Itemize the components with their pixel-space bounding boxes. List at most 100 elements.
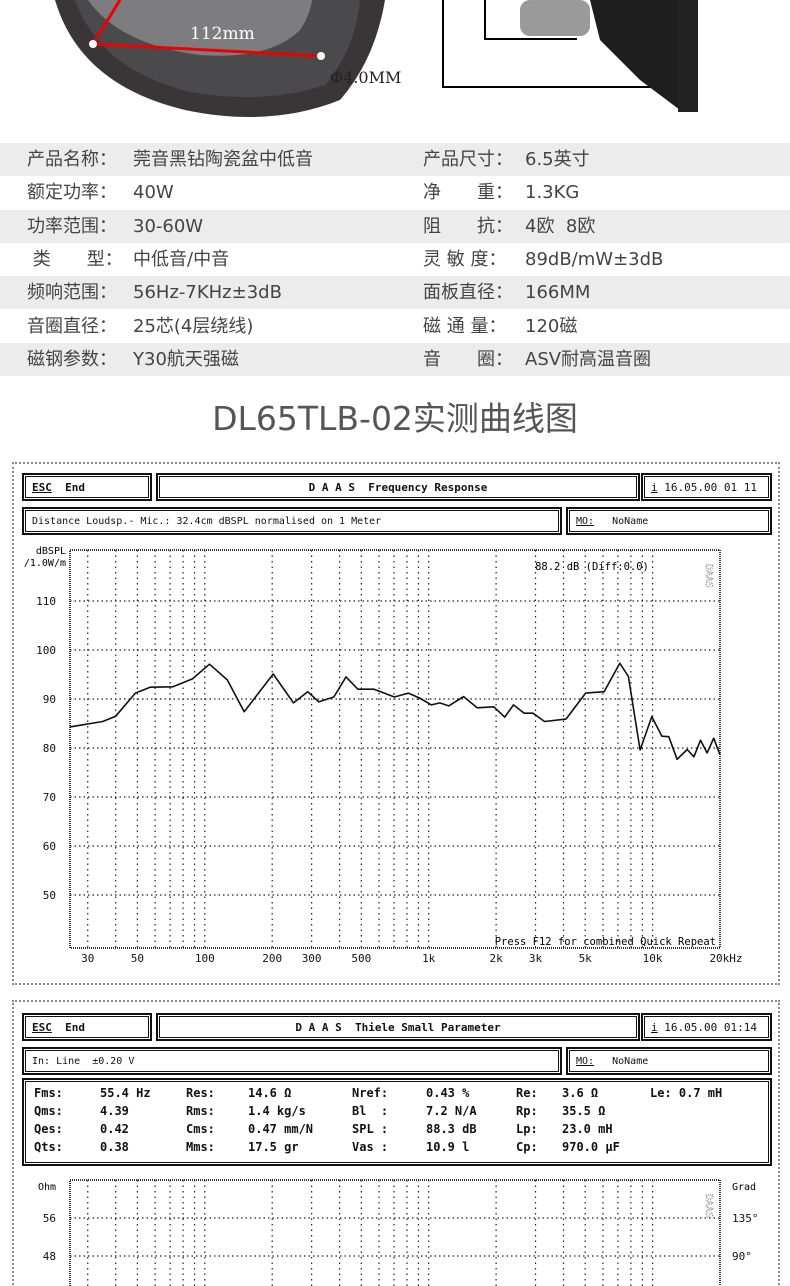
spec-left-value: Y30航天强磁 [133,348,239,370]
parameter-grid: Fms: 55.4 Hz Res: 14.6 Ω Nref: 0.43 % Re: 3.6 Ω… [34,1084,740,1156]
cone-diameter-label: 112mm [190,24,255,44]
y-tick-label: 50 [43,889,56,902]
ts-param-cell: Re: [516,1086,538,1100]
spec-left-label: 额定功率： [27,182,117,204]
x-tick-label: 1k [422,952,436,965]
spec-right-value: 120磁 [525,315,578,337]
spec-right-label: 音 圈： [423,348,513,370]
frequency-response-chart: 110 100 90 80 70 60 50 30 50 100 200 300 500 1k 2k 3k 5k… [24,546,743,965]
ts-param-cell: 35.5 Ω [562,1104,606,1118]
esc-key: ESC [32,1020,52,1034]
plot-frame [69,1179,721,1286]
ts-param-cell: 0.42 [100,1122,129,1136]
ts-param-cell: 0.38 [100,1140,129,1154]
x-tick-label: 5k [579,952,593,965]
y2-tick-label: 135° [732,1212,759,1225]
esc-end-button[interactable]: ESC End [22,473,152,501]
ts-param-cell: 0.47 mm/N [248,1122,314,1136]
frequency-response-window: ESC End D A A S Frequency Response i 16.… [12,462,780,985]
ts-param-cell: 88.3 dB [426,1122,477,1136]
datetime: 16.05.00 01 11 [664,480,757,494]
x-tick-label: 500 [351,952,371,965]
mo-value: NoName [612,515,649,527]
ts-param-cell: Vas : [352,1140,389,1154]
spec-right-value: 1.3KG [525,182,580,204]
spec-left-label: 功率范围： [27,215,117,237]
spec-left-value: 25芯(4层绕线) [133,315,254,337]
footer-hint: Press F12 for combined Quick Repeat [495,936,716,948]
daas-logo: DAAS [703,564,714,588]
y-tick-label: 60 [43,840,56,853]
ts-param-cell: Rms: [186,1104,215,1118]
datetime-box: i 16.05.00 01:14 [641,1013,772,1041]
ts-param-cell: 4.39 [100,1104,129,1118]
ts-param-cell: Cp: [516,1140,538,1154]
x-tick-label: 200 [262,952,282,965]
ts-param-cell: Cms: [186,1122,215,1136]
ts-param-cell: Rp: [516,1104,538,1118]
info-icon[interactable]: i [651,1020,658,1034]
y-tick-label: 56 [43,1212,56,1225]
ts-param-cell: Qts: [34,1140,63,1154]
spec-right-value: 6.5英寸 [525,149,590,170]
spec-left-label: 类 型： [27,248,123,270]
y-tick-label: 70 [43,791,56,804]
spec-right-label: 面板直径： [423,282,513,304]
ts-param-cell: 1.4 kg/s [248,1104,306,1118]
spec-row: 频响范围： 56Hz-7KHz±3dB 面板直径： 166MM [0,276,790,310]
info-icon[interactable]: i [651,480,658,494]
spec-right-value: 4欧 8欧 [525,215,596,237]
daas-logo: DAAS [703,1194,714,1218]
y2-tick-label: 90° [732,1250,752,1263]
spec-left-value: 56Hz-7KHz±3dB [133,282,282,304]
spec-row: 音圈直径： 25芯(4层绕线) 磁 通 量： 120磁 [0,310,790,343]
frequency-response-curve [69,662,721,761]
spec-left-value: 莞音黑钻陶瓷盆中低音 [133,149,313,170]
mo-label: MO: [576,1055,595,1067]
x-tick-label: 30 [81,952,94,965]
measurement-info: Distance Loudsp.- Mic.: 32.4cm dBSPL nor… [22,507,562,535]
ts-param-cell: 970.0 µF [562,1140,620,1154]
spec-left-label: 产品名称： [27,149,117,170]
mo-box: MO: NoName [566,1047,772,1075]
datetime: 16.05.00 01:14 [664,1020,757,1034]
y-tick-label: 80 [43,742,56,755]
ts-param-cell: 10.9 l [426,1140,470,1154]
speaker-product-image [55,0,698,118]
mo-box: MO: NoName [566,507,772,535]
y-tick-label: 90 [43,693,56,706]
window-title: D A A S Frequency Response [156,473,640,501]
x-tick-label: 20kHz [709,952,742,965]
x-tick-label: 100 [195,952,215,965]
x-tick-label: 3k [529,952,543,965]
ts-param-cell: Lp: [516,1122,538,1136]
y-axis-label: dBSPL [36,546,66,557]
datetime-box: i 16.05.00 01 11 [641,473,772,501]
spec-row: 功率范围： 30-60W 阻 抗： 4欧 8欧 [0,209,790,243]
ts-param-cell: 23.0 mH [562,1122,613,1136]
spec-left-label: 频响范围： [27,282,117,304]
level-readout: 88.2 dB (Diff:0.0) [535,561,649,573]
ts-param-cell: 55.4 Hz [100,1086,151,1100]
spec-right-label: 阻 抗： [423,215,513,237]
parameter-panel: Fms: 55.4 Hz Res: 14.6 Ω Nref: 0.43 % Re: 3.6 Ω… [22,1078,772,1166]
spec-left-value: 中低音/中音 [133,248,230,270]
spec-left-label: 磁钢参数： [27,348,117,370]
y-tick-label: 100 [36,644,56,657]
end-label: End [65,480,85,494]
ts-param-cell: Fms: [34,1086,63,1100]
input-info: In: Line ±0.20 V [22,1047,562,1075]
spec-left-value: 30-60W [133,215,204,237]
end-label: End [65,1020,85,1034]
ts-param-cell: Mms: [186,1140,215,1154]
ts-param-cell: 7.2 N/A [426,1104,477,1118]
mo-value: NoName [612,1055,649,1067]
spec-right-label: 磁 通 量： [423,315,507,337]
ts-param-cell: 14.6 Ω [248,1086,292,1100]
mo-label: MO: [576,515,595,527]
impedance-chart: 56 48 135° 90° DAAS Ohm Grad [38,1179,759,1286]
esc-end-button[interactable]: ESC End [22,1013,152,1041]
spec-right-label: 灵 敏 度： [423,248,507,270]
x-tick-label: 10k [643,952,663,965]
